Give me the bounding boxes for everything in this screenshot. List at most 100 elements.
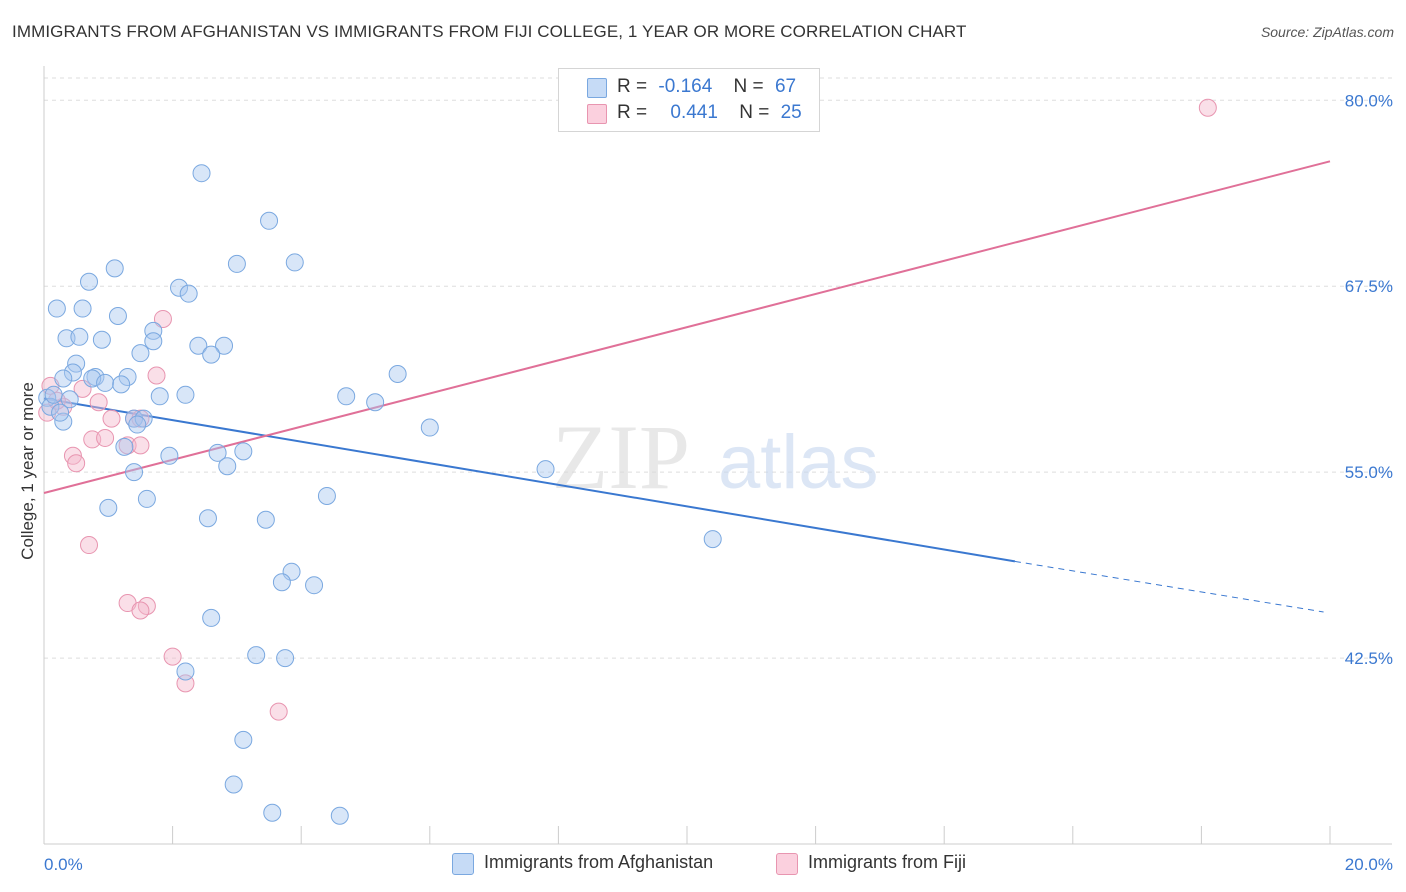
afghanistan-point <box>260 211 279 230</box>
fiji-legend-swatch <box>776 853 798 875</box>
afghanistan-point <box>118 367 137 386</box>
afghanistan-point <box>227 254 246 273</box>
afghanistan-point <box>92 330 111 349</box>
afghanistan-point <box>47 299 66 318</box>
fiji-legend-label: Immigrants from Fiji <box>808 852 967 872</box>
y-tick-label: 55.0% <box>1345 463 1393 482</box>
y-tick-label: 80.0% <box>1345 91 1393 110</box>
afghanistan-point <box>80 272 99 291</box>
fiji-point <box>38 403 57 422</box>
correlation-legend: R = -0.164 N = 67 R = 0.441 N = 25 <box>558 68 820 132</box>
afghanistan-point <box>256 510 275 529</box>
afghanistan-point <box>263 803 282 822</box>
afghanistan-point <box>41 397 60 416</box>
y-tick-label: 42.5% <box>1345 649 1393 668</box>
fiji-point <box>131 436 150 455</box>
afghanistan-point <box>160 446 179 465</box>
afghanistan-point <box>703 530 722 549</box>
fiji-r-value: 0.441 <box>670 102 718 123</box>
fiji-trend-line <box>43 160 1331 494</box>
afghanistan-point <box>272 573 291 592</box>
x-tick-label: 20.0% <box>1345 855 1393 874</box>
afghanistan-point <box>86 367 105 386</box>
afghanistan-point <box>202 345 221 364</box>
afghanistan-point <box>305 576 324 595</box>
axis-layer <box>43 66 1392 845</box>
tick-labels: 42.5% 55.0% 67.5% 80.0% 0.0% 20.0% College, 1 … <box>18 91 1393 874</box>
afghanistan-point <box>125 409 144 428</box>
fiji-point <box>80 536 99 555</box>
afghanistan-point <box>337 387 356 406</box>
afghanistan-point <box>276 649 295 668</box>
fiji-n-value: 25 <box>780 102 802 123</box>
afghanistan-point <box>137 489 156 508</box>
afghanistan-point <box>125 463 144 482</box>
fiji-point <box>1198 98 1217 117</box>
y-tick-label: 67.5% <box>1345 277 1393 296</box>
afghanistan-swatch <box>587 78 607 98</box>
y-axis-label: College, 1 year or more <box>18 382 37 560</box>
afghanistan-point <box>51 403 70 422</box>
afghanistan-point <box>144 332 163 351</box>
afghanistan-point <box>128 415 147 434</box>
afghanistan-point <box>70 327 89 346</box>
afghanistan-point <box>192 164 211 183</box>
fiji-point <box>102 409 121 428</box>
afghanistan-point <box>176 662 195 681</box>
afghanistan-point <box>131 344 150 363</box>
afghanistan-point <box>144 321 163 340</box>
afghanistan-point <box>112 375 131 394</box>
legend-n-label: N = <box>733 76 764 97</box>
afghanistan-point <box>176 385 195 404</box>
afghanistan-point <box>208 443 227 462</box>
afghanistan-point <box>234 730 253 749</box>
legend-n-label: N = <box>739 102 770 123</box>
grid-layer <box>44 77 1392 659</box>
afghanistan-point <box>285 253 304 272</box>
afghanistan-point <box>170 278 189 297</box>
afghanistan-trend-extension <box>1014 560 1324 613</box>
afghanistan-point <box>234 442 253 461</box>
fiji-point <box>118 436 137 455</box>
fiji-point <box>83 430 102 449</box>
afghanistan-point <box>536 460 555 479</box>
afghanistan-point <box>105 259 124 278</box>
trend-lines <box>43 160 1331 613</box>
afghanistan-r-value: -0.164 <box>658 76 713 97</box>
legend-r-label: R = <box>617 102 648 123</box>
afghanistan-point <box>54 369 73 388</box>
fiji-point <box>153 309 172 328</box>
fiji-swatch <box>587 104 607 124</box>
afghanistan-point <box>420 418 439 437</box>
watermark-zip: ZIP <box>552 406 690 508</box>
afghanistan-point <box>57 329 76 348</box>
legend-r-label: R = <box>617 76 648 97</box>
afghanistan-point <box>366 393 385 412</box>
afghanistan-points <box>38 164 722 825</box>
fiji-point <box>131 601 150 620</box>
afghanistan-point <box>44 385 63 404</box>
afghanistan-point <box>73 299 92 318</box>
afghanistan-point <box>247 646 266 665</box>
fiji-point <box>269 702 288 721</box>
afghanistan-point <box>99 498 118 517</box>
afghanistan-point <box>96 373 115 392</box>
afghanistan-point <box>202 608 221 627</box>
afghanistan-point <box>115 437 134 456</box>
afghanistan-point <box>215 336 234 355</box>
afghanistan-point <box>330 806 349 825</box>
afghanistan-point <box>63 363 82 382</box>
afghanistan-legend-label: Immigrants from Afghanistan <box>484 852 714 872</box>
fiji-point <box>147 366 166 385</box>
fiji-point <box>89 393 108 412</box>
fiji-points <box>38 98 1217 721</box>
chart-title: IMMIGRANTS FROM AFGHANISTAN VS IMMIGRANT… <box>12 22 967 41</box>
afghanistan-point <box>317 486 336 505</box>
afghanistan-trend-line <box>43 397 1016 563</box>
afghanistan-point <box>189 336 208 355</box>
source-label: Source: ZipAtlas.com <box>1260 24 1394 40</box>
afghanistan-n-value: 67 <box>774 76 797 97</box>
fiji-point <box>96 428 115 447</box>
afghanistan-point <box>150 387 169 406</box>
